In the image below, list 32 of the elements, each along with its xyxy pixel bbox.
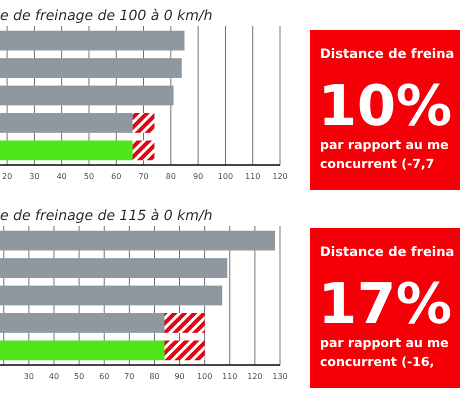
x-tick-label: 70 (124, 372, 134, 381)
text: concurrent (-16, (320, 354, 434, 369)
x-tick-label: 80 (166, 172, 176, 181)
text: 17% (318, 272, 452, 337)
text: Distance de freina (320, 47, 454, 62)
x-tick-label: 90 (174, 372, 185, 381)
x-tick-label: 80 (149, 372, 160, 381)
text: par rapport au me (320, 335, 449, 350)
text: concurrent (-7,7 (320, 156, 434, 171)
x-tick-label: 120 (272, 172, 288, 181)
chart-title: e de freinage de 115 à 0 km/h (0, 208, 212, 224)
x-tick-label: 50 (74, 372, 84, 381)
text: par rapport au me (320, 137, 449, 152)
x-tick-label: 60 (111, 172, 122, 181)
x-tick-label: 110 (222, 372, 238, 381)
x-tick-label: 110 (245, 172, 260, 181)
x-tick-label: 100 (197, 372, 212, 381)
text: 10% (318, 74, 452, 139)
chart-title: e de freinage de 100 à 0 km/h (0, 8, 212, 24)
x-tick-label: 100 (218, 172, 234, 181)
x-tick-label: 20 (2, 172, 12, 181)
x-tick-label: 30 (24, 372, 34, 381)
x-tick-label: 50 (84, 172, 94, 181)
x-tick-label: 40 (56, 172, 67, 181)
x-tick-label: 120 (247, 372, 263, 381)
x-tick-label: 90 (193, 172, 204, 181)
x-tick-label: 40 (48, 372, 60, 381)
x-tick-label: 70 (138, 172, 149, 181)
x-tick-label: 130 (272, 372, 288, 381)
x-tick-label: 30 (29, 172, 40, 181)
x-tick-label: 60 (99, 372, 110, 381)
text: Distance de freina (320, 245, 454, 260)
